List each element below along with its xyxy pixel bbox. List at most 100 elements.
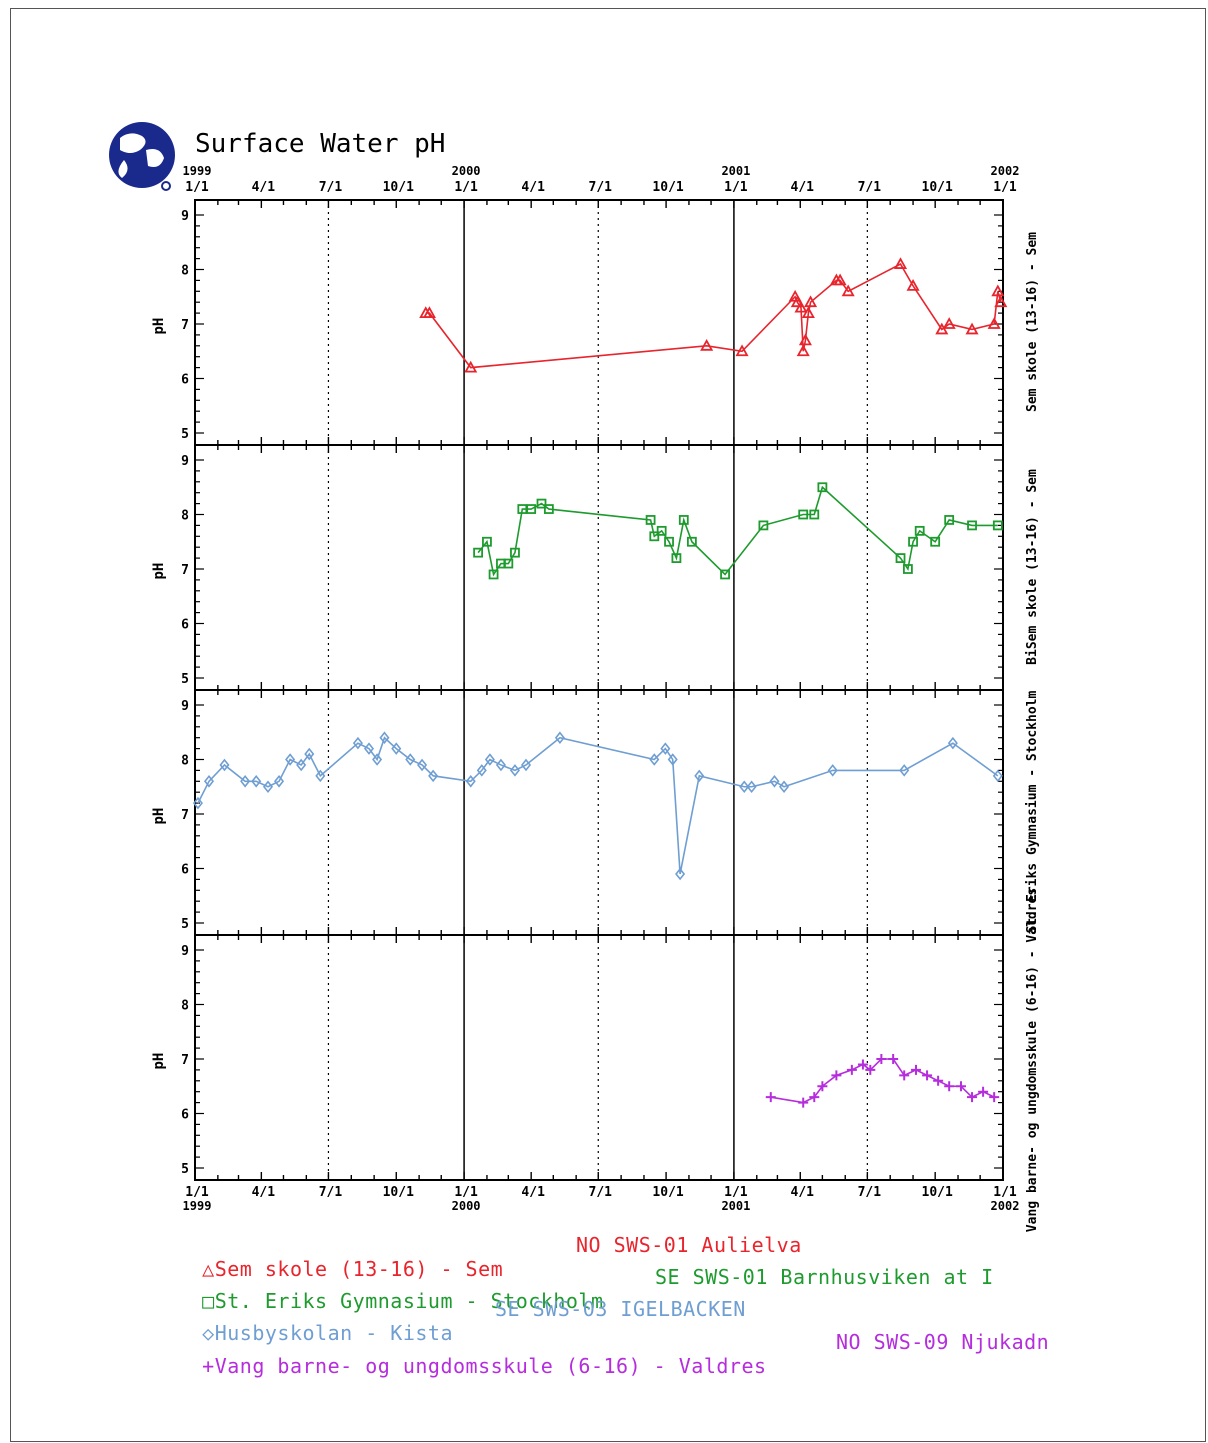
legend-label: Husbyskolan - Kista — [214, 1321, 453, 1345]
data-point — [495, 758, 506, 772]
x-tick-label-top: 10/1 — [652, 180, 683, 195]
legend-item: ◇Husbyskolan - Kista — [152, 1297, 453, 1369]
data-point — [240, 775, 251, 788]
year-label-bottom: 2001 — [721, 1199, 750, 1213]
year-label-bottom: 2000 — [452, 1199, 481, 1213]
panel-side-label: Sem skole (13-16) - Sem — [1025, 232, 1040, 412]
data-point — [833, 273, 847, 286]
plus-icon: + — [202, 1354, 215, 1378]
data-point — [746, 780, 757, 794]
data-point — [841, 284, 855, 297]
data-point — [274, 775, 285, 788]
data-point — [656, 525, 667, 536]
data-point — [488, 569, 499, 580]
data-point — [790, 295, 804, 308]
y-tick-label: 5 — [181, 427, 189, 442]
data-point — [296, 758, 307, 772]
data-point — [809, 509, 820, 520]
panel: 9 8 7 6 5 pH — [151, 689, 1004, 936]
data-point — [678, 515, 689, 525]
data-point — [908, 536, 918, 547]
x-tick-label-top: 7/1 — [589, 180, 613, 195]
panel: 9 8 7 6 5 pH — [151, 444, 1004, 691]
data-point — [285, 753, 296, 766]
data-point — [899, 1070, 910, 1081]
data-point — [944, 515, 955, 525]
data-point — [315, 769, 326, 783]
x-tick-label-bottom: 4/1 — [791, 1185, 815, 1200]
data-point — [510, 547, 520, 558]
chart-panels: 9 8 7 6 5 pH 9 8 7 6 5 pH 9 8 7 6 5 pH 9 8 7 6 5 pH — [151, 199, 1008, 1181]
data-point — [694, 769, 705, 783]
data-point — [649, 753, 660, 766]
data-point — [994, 295, 1008, 308]
y-tick-label: 6 — [181, 863, 189, 878]
data-point — [526, 504, 537, 514]
data-point — [554, 731, 565, 744]
data-point — [798, 1097, 809, 1108]
panel-frame — [194, 689, 1004, 936]
y-tick-label: 5 — [181, 1162, 189, 1177]
x-tick-label-top: 1/1 — [454, 180, 478, 195]
data-point — [899, 764, 910, 777]
figure-frame — [10, 8, 1206, 1442]
y-tick-label: 8 — [181, 754, 189, 769]
x-tick-label-top: 1/1 — [993, 180, 1017, 195]
y-tick-label: 9 — [181, 209, 189, 224]
data-point — [893, 257, 908, 269]
legend-site: SE SWS-03 IGELBACKEN — [495, 1297, 746, 1321]
data-point — [992, 769, 1003, 783]
data-point — [464, 360, 478, 373]
y-tick-label: 8 — [181, 264, 189, 279]
year-label-bottom: 2002 — [991, 1199, 1020, 1213]
data-point — [509, 764, 520, 777]
x-tick-label-top: 1/1 — [724, 180, 748, 195]
data-point — [796, 344, 810, 357]
legend-item: □St. Eriks Gymnasium - Stockholm — [152, 1265, 604, 1337]
data-point — [304, 747, 315, 761]
data-point — [391, 742, 402, 755]
x-tick-label-top: 10/1 — [383, 180, 414, 195]
data-point — [473, 547, 483, 558]
year-label-top: 2001 — [721, 164, 750, 178]
data-point — [686, 536, 697, 547]
data-point — [809, 1092, 820, 1103]
data-point — [667, 753, 678, 766]
legend-site: NO SWS-01 Aulielva — [576, 1233, 802, 1257]
data-point — [372, 753, 383, 766]
legend-label: Vang barne- og ungdomsskule (6-16) - Val… — [214, 1354, 767, 1378]
data-point — [465, 775, 476, 788]
x-tick-label-top: 7/1 — [319, 180, 343, 195]
y-tick-label: 8 — [181, 999, 189, 1014]
x-axis: 1/1 1/1 4/1 4/1 7/1 7/1 10/1 10/1 1/1 1/1 4/1 4/1 7/… — [183, 164, 1020, 1213]
data-point — [192, 796, 203, 810]
y-tick-label: 7 — [181, 318, 189, 333]
data-point — [817, 1081, 828, 1092]
data-point — [987, 317, 1001, 329]
panel-frame — [194, 934, 1004, 1181]
square-icon: □ — [202, 1289, 215, 1313]
x-tick-label-top: 1/1 — [185, 180, 209, 195]
y-tick-label: 7 — [181, 808, 189, 823]
data-point — [902, 564, 913, 574]
data-point — [992, 520, 1003, 531]
y-tick-label: 5 — [181, 672, 189, 687]
globe-logo-icon — [109, 122, 175, 191]
panel-side-label: St. Eriks Gymnasium - Stockholm — [1025, 691, 1040, 934]
x-tick-label-bottom: 1/1 — [185, 1185, 209, 1200]
data-point — [935, 322, 949, 335]
data-point — [967, 1092, 978, 1103]
data-point — [520, 758, 532, 772]
year-label-top: 2002 — [991, 164, 1020, 178]
data-point — [735, 344, 749, 357]
y-tick-label: 7 — [181, 563, 189, 578]
data-point — [794, 300, 808, 313]
data-point — [482, 536, 492, 547]
data-point — [769, 775, 780, 788]
data-point — [831, 1070, 842, 1081]
x-tick-label-bottom: 10/1 — [652, 1185, 683, 1200]
data-point — [944, 1081, 955, 1092]
chart-title: Surface Water pH — [195, 129, 445, 159]
data-point — [700, 338, 714, 351]
x-tick-label-top: 4/1 — [521, 180, 545, 195]
